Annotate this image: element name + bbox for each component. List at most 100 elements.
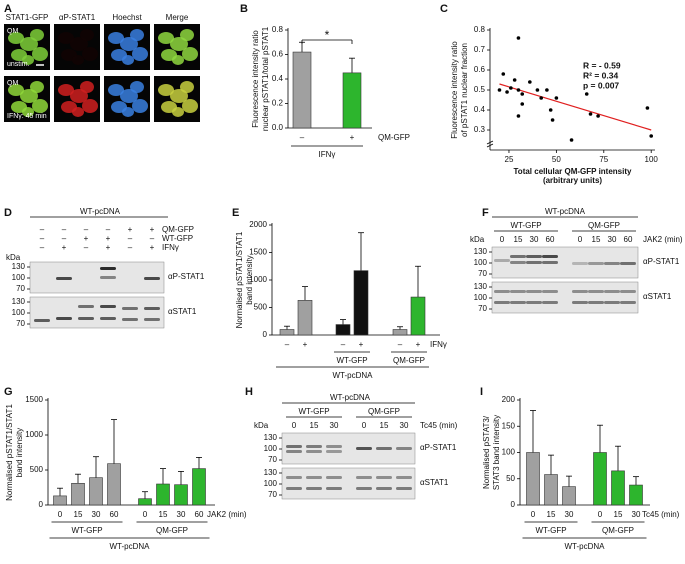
y-axis-label: band intensity xyxy=(245,255,254,304)
condition-label: unstim. xyxy=(7,61,30,68)
band xyxy=(306,476,322,479)
band xyxy=(326,445,342,448)
group-label: WT-GFP xyxy=(336,356,367,365)
band xyxy=(326,476,342,479)
point xyxy=(516,114,521,118)
y-tick-label: 2000 xyxy=(249,220,267,229)
point xyxy=(520,102,525,106)
point xyxy=(520,92,525,96)
bar xyxy=(156,483,170,506)
bar xyxy=(53,495,67,506)
x-tick-label: – xyxy=(285,340,290,349)
cell xyxy=(170,37,188,51)
panel-label: E xyxy=(232,207,239,219)
y-axis-label: Normalised pSTAT1/STAT1 xyxy=(235,231,244,328)
cell xyxy=(120,89,138,103)
cell xyxy=(122,107,134,117)
cell xyxy=(30,29,44,41)
point xyxy=(569,138,574,142)
band xyxy=(526,301,542,304)
y-tick-label: 0.5 xyxy=(474,85,486,94)
bar xyxy=(611,470,625,506)
treatment-sign: – xyxy=(106,225,111,234)
band xyxy=(100,276,116,279)
statistics: p = 0.007 xyxy=(583,80,619,90)
band xyxy=(526,290,542,293)
lane-label: 30 xyxy=(608,235,617,244)
treatment-sign: – xyxy=(40,243,45,252)
point xyxy=(554,96,559,100)
band xyxy=(122,307,138,310)
point xyxy=(548,108,553,112)
cell xyxy=(122,55,134,65)
x-tick-label: 0 xyxy=(143,510,148,519)
band xyxy=(396,487,412,490)
x-tick-label: 60 xyxy=(195,510,204,519)
x-axis-label: Tc45 (min) xyxy=(642,510,680,519)
bar xyxy=(192,468,206,506)
kda-marker: 130 xyxy=(12,262,26,271)
x-tick-label: + xyxy=(303,340,308,349)
cell xyxy=(8,32,24,44)
lane-title: Tc45 (min) xyxy=(420,421,458,430)
band xyxy=(122,318,138,321)
x-tick-label: 15 xyxy=(159,510,168,519)
point xyxy=(516,88,521,92)
lane-title: JAK2 (min) xyxy=(643,235,683,244)
band xyxy=(620,290,636,293)
band xyxy=(306,445,322,448)
kda-marker: 70 xyxy=(268,455,277,464)
y-axis-label: Fluorescence intensity ratio xyxy=(450,41,459,139)
cell xyxy=(180,81,194,93)
band xyxy=(356,447,372,450)
cell xyxy=(80,81,94,93)
y-tick-label: 50 xyxy=(506,474,515,483)
band xyxy=(604,290,620,293)
column-header: Hoechst xyxy=(112,13,142,22)
cell xyxy=(72,55,84,65)
band xyxy=(356,476,372,479)
y-tick-label: 0.0 xyxy=(272,123,284,132)
significance-label: * xyxy=(325,28,330,42)
column-header: STAT1-GFP xyxy=(6,13,49,22)
cell xyxy=(132,99,148,113)
band xyxy=(542,301,558,304)
point xyxy=(535,88,540,92)
group-label: WT-GFP xyxy=(535,526,566,535)
treatment-sign: – xyxy=(150,234,155,243)
y-tick-label: 0 xyxy=(511,500,516,509)
treatment-name: WT-GFP xyxy=(162,234,193,243)
treatment-name: QM-GFP xyxy=(162,225,194,234)
point xyxy=(550,118,555,122)
bar xyxy=(174,484,188,506)
cell xyxy=(20,89,38,103)
cell xyxy=(172,107,184,117)
axis-break xyxy=(486,140,494,145)
y-tick-label: 500 xyxy=(254,303,268,312)
group-label: WT-pcDNA xyxy=(333,371,374,380)
kda-marker: 100 xyxy=(474,293,488,302)
kda-marker: 130 xyxy=(474,247,488,256)
panel-label: C xyxy=(440,3,448,15)
x-axis-label: Total cellular QM-GFP intensity xyxy=(514,167,632,176)
band xyxy=(56,317,72,320)
y-tick-label: 0.3 xyxy=(474,125,486,134)
group-label: WT-pcDNA xyxy=(110,542,151,551)
kda-marker: 70 xyxy=(478,269,487,278)
y-tick-label: 1500 xyxy=(249,248,267,257)
cell xyxy=(58,84,74,96)
point xyxy=(545,88,549,92)
blot xyxy=(491,281,639,314)
x-tick-label: 30 xyxy=(632,510,641,519)
band xyxy=(356,487,372,490)
cell xyxy=(22,107,34,117)
x-tick-label: – xyxy=(300,133,305,142)
band xyxy=(144,277,160,280)
y-tick-label: 0.6 xyxy=(474,65,486,74)
kda-marker: 100 xyxy=(264,444,278,453)
kda-marker: 100 xyxy=(12,273,26,282)
x-tick-label: 75 xyxy=(599,155,608,164)
kda-unit: kDa xyxy=(6,253,21,262)
bar xyxy=(392,329,408,336)
y-tick-label: 150 xyxy=(502,421,516,430)
